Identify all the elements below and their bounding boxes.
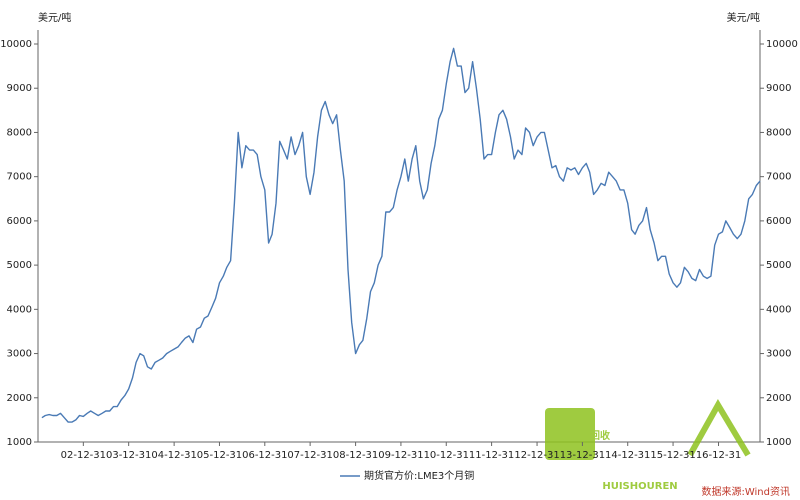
y2-tick-label: 2000 bbox=[766, 393, 791, 404]
y2-tick-label: 7000 bbox=[766, 172, 791, 183]
x-tick-label: 09-12-31 bbox=[378, 450, 423, 461]
y-tick-label: 5000 bbox=[7, 260, 32, 271]
y-tick-label: 8000 bbox=[7, 127, 32, 138]
x-tick-label: 08-12-31 bbox=[333, 450, 378, 461]
x-tick-label: 04-12-31 bbox=[151, 450, 196, 461]
y-tick-label: 3000 bbox=[7, 349, 32, 360]
x-tick-label: 13-12-31 bbox=[560, 450, 605, 461]
x-tick-label: 05-12-31 bbox=[197, 450, 242, 461]
x-tick-label: 02-12-31 bbox=[61, 450, 106, 461]
legend-label: 期货官方价:LME3个月铜 bbox=[364, 469, 474, 482]
y-axis-unit: 美元/吨 bbox=[38, 11, 71, 24]
y-tick-label: 9000 bbox=[7, 83, 32, 94]
y2-axis-unit: 美元/吨 bbox=[727, 11, 760, 24]
y-tick-label: 7000 bbox=[7, 172, 32, 183]
y-tick-label: 4000 bbox=[7, 304, 32, 315]
x-tick-label: 10-12-31 bbox=[424, 450, 469, 461]
x-tick-label: 03-12-31 bbox=[106, 450, 151, 461]
watermark-text: 回收 bbox=[590, 429, 610, 442]
watermark-box bbox=[545, 408, 595, 460]
x-tick-label: 14-12-31 bbox=[605, 450, 650, 461]
y-tick-label: 6000 bbox=[7, 216, 32, 227]
y2-tick-label: 9000 bbox=[766, 83, 791, 94]
y-tick-label: 2000 bbox=[7, 393, 32, 404]
y2-tick-label: 6000 bbox=[766, 216, 791, 227]
y2-tick-label: 10000 bbox=[766, 39, 798, 50]
watermark-subtext: HUISHOUREN bbox=[602, 481, 677, 492]
watermark-icon bbox=[687, 399, 751, 457]
y-tick-label: 1000 bbox=[7, 437, 32, 448]
y2-tick-label: 1000 bbox=[766, 437, 791, 448]
watermark: 回收 HUISHOUREN bbox=[545, 399, 751, 492]
y2-tick-label: 8000 bbox=[766, 127, 791, 138]
x-tick-label: 16-12-31 bbox=[696, 450, 741, 461]
x-tick-label: 11-12-31 bbox=[469, 450, 514, 461]
source-note: 数据来源:Wind资讯 bbox=[701, 485, 790, 498]
x-tick-label: 15-12-31 bbox=[650, 450, 695, 461]
y2-tick-label: 4000 bbox=[766, 304, 791, 315]
price-line bbox=[41, 47, 761, 423]
x-tick-label: 07-12-31 bbox=[287, 450, 332, 461]
y2-tick-label: 3000 bbox=[766, 349, 791, 360]
x-tick-label: 12-12-31 bbox=[514, 450, 559, 461]
y2-tick-label: 5000 bbox=[766, 260, 791, 271]
y-tick-label: 10000 bbox=[0, 39, 32, 50]
x-tick-label: 06-12-31 bbox=[242, 450, 287, 461]
